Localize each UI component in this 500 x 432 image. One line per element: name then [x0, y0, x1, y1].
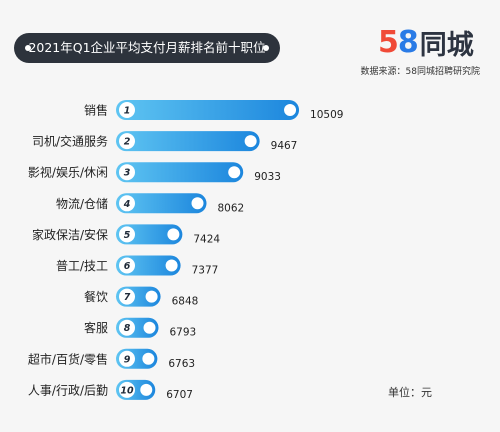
rank-number: 4	[123, 199, 131, 210]
value-label: 6848	[172, 296, 199, 308]
rank-badge	[119, 164, 135, 181]
rank-badge	[119, 133, 135, 150]
value-label: 6793	[170, 327, 197, 339]
rank-badge	[119, 195, 135, 212]
rank-number: 8	[124, 323, 131, 334]
bar	[116, 193, 207, 214]
value-label: 7377	[192, 265, 219, 277]
category-label: 销售	[84, 103, 108, 118]
rank-badge	[119, 381, 135, 398]
logo-text: 同城	[419, 29, 474, 61]
rank-number: 2	[124, 137, 131, 148]
rank-badge	[119, 257, 135, 274]
value-label: 6707	[166, 389, 193, 401]
bar-end-dot	[165, 259, 178, 272]
category-label: 物流/仓储	[56, 196, 108, 211]
bar-end-dot	[244, 135, 257, 148]
bar-end-dot	[167, 228, 180, 241]
bar-end-dot	[140, 383, 153, 396]
rank-number: 6	[124, 261, 131, 272]
bar	[116, 131, 260, 152]
rank-number: 1	[124, 106, 131, 117]
category-label: 人事/行政/后勤	[28, 383, 108, 397]
chart-title-pill: 2021年Q1企业平均支付月薪排名前十职位	[14, 33, 280, 63]
bar-end-dot	[228, 166, 241, 179]
rank-badge	[119, 226, 135, 243]
value-label: 8062	[218, 202, 245, 214]
logo-digit-8: 8	[397, 24, 419, 60]
category-label: 普工/技工	[56, 259, 108, 273]
title-left-dot	[25, 45, 31, 51]
rank-number: 10	[120, 385, 134, 396]
bar	[116, 162, 244, 183]
bar-end-dot	[143, 321, 156, 334]
value-label: 7424	[193, 233, 220, 245]
data-source: 数据来源：58同城招聘研究院	[360, 67, 480, 77]
bar-end-dot	[191, 197, 204, 210]
unit-label: 单位：元	[388, 386, 432, 399]
value-label: 9467	[271, 140, 298, 152]
category-label: 超市/百货/零售	[28, 351, 108, 366]
rank-number: 9	[124, 354, 131, 365]
logo-digits: 58	[378, 24, 419, 60]
brand-logo: 58 同城	[378, 22, 474, 62]
bar-end-dot	[284, 104, 297, 116]
bar-end-dot	[142, 352, 155, 365]
category-label: 客服	[84, 320, 108, 335]
rank-number: 3	[124, 168, 131, 179]
category-label: 司机/交通服务	[32, 134, 108, 149]
bar-end-dot	[145, 290, 158, 303]
rank-badge	[119, 288, 135, 305]
rank-badge	[119, 319, 135, 336]
rank-number: 7	[124, 292, 131, 303]
value-label: 10509	[310, 109, 343, 121]
logo-digit-5: 5	[378, 24, 399, 60]
rank-number: 5	[124, 230, 131, 241]
title-right-dot	[263, 45, 269, 51]
rank-badge	[119, 350, 135, 367]
chart-title: 2021年Q1企业平均支付月薪排名前十职位	[28, 40, 266, 55]
bar	[116, 100, 300, 120]
category-label: 影视/娱乐/休闲	[28, 165, 108, 180]
rank-badge	[119, 102, 135, 118]
category-label: 餐饮	[84, 289, 108, 304]
value-label: 9033	[254, 171, 281, 183]
category-label: 家政保洁/安保	[32, 227, 108, 242]
value-label: 6763	[168, 358, 195, 370]
